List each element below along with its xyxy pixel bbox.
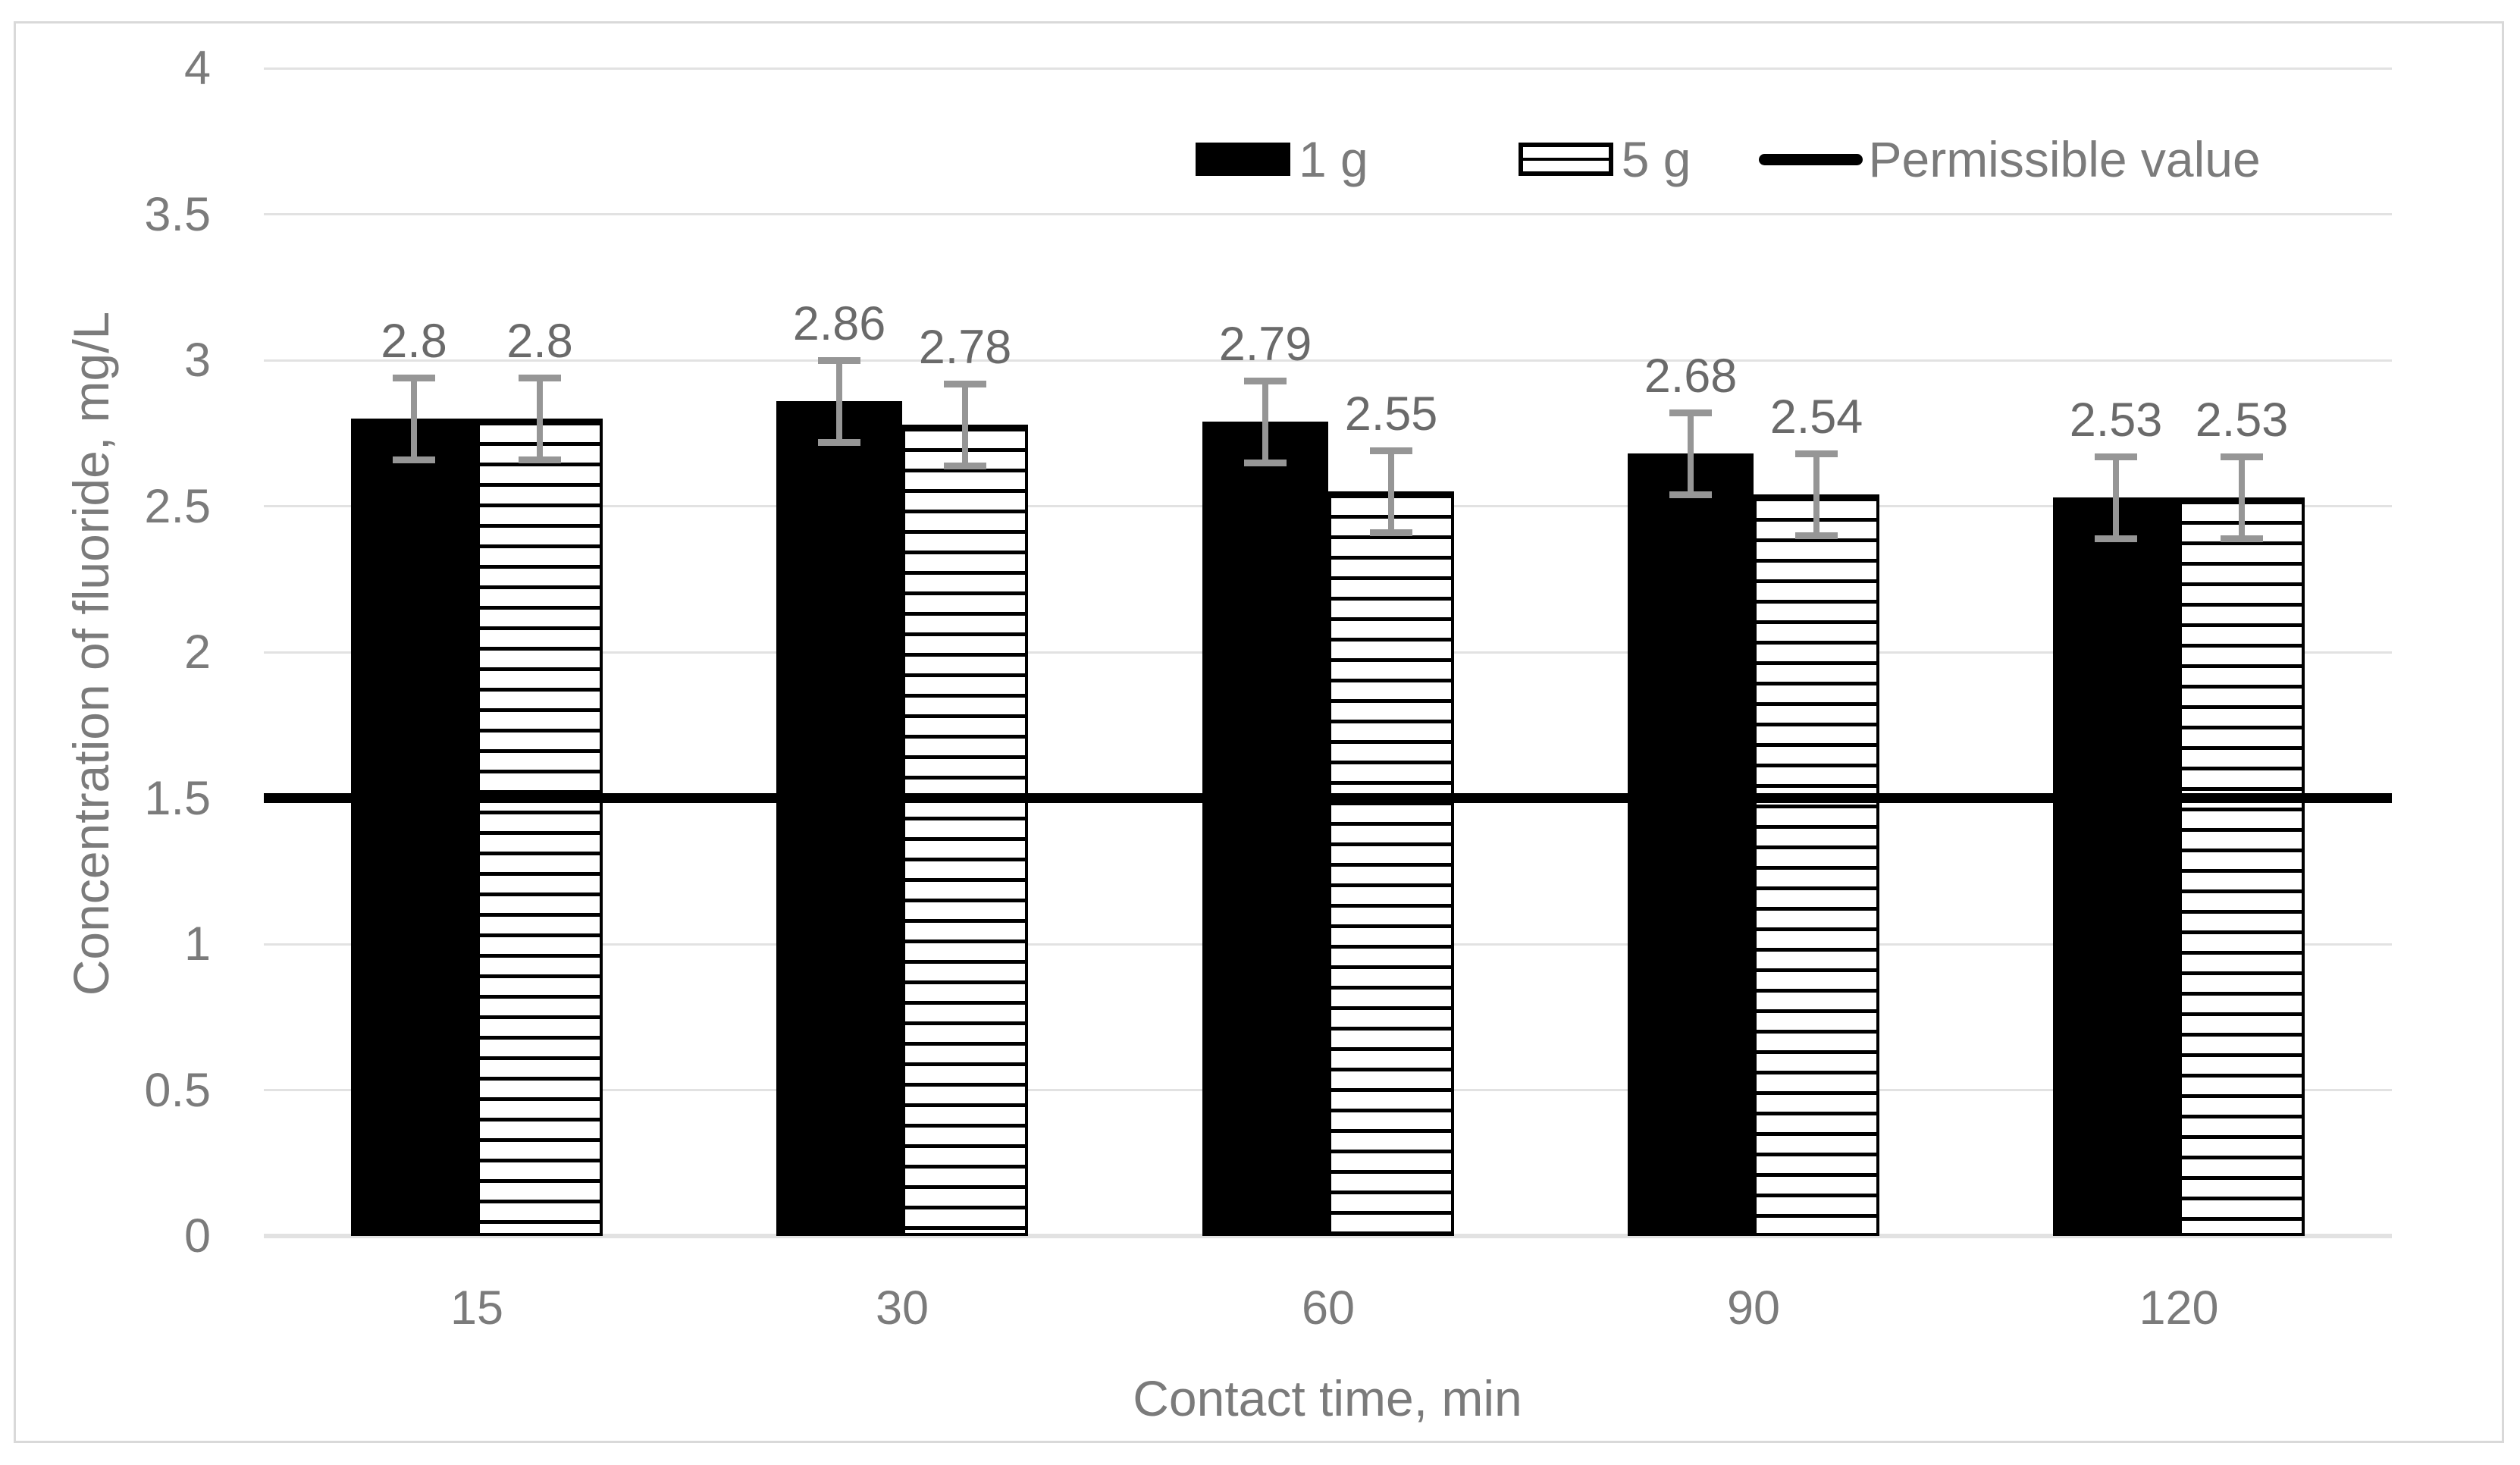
x-tick-label: 30 — [875, 1281, 929, 1335]
x-tick-label: 15 — [450, 1281, 504, 1335]
data-label: 2.8 — [381, 315, 447, 368]
data-label: 2.79 — [1218, 318, 1312, 371]
data-label: 2.53 — [2069, 394, 2163, 447]
y-tick-label: 1.5 — [144, 772, 211, 825]
bar-1g — [776, 401, 902, 1236]
data-label: 2.55 — [1344, 387, 1438, 441]
bar-5g — [1754, 494, 1879, 1236]
bar-1g — [1628, 453, 1754, 1236]
bar-1g — [2053, 497, 2179, 1236]
x-tick-label: 90 — [1726, 1281, 1781, 1335]
gridline — [264, 1234, 2392, 1238]
gridline — [264, 359, 2392, 362]
data-label: 2.54 — [1769, 391, 1863, 444]
y-axis-title: Concentration of fluoride, mg/L — [63, 311, 119, 996]
legend-item-permissible-value: Permissible value — [1758, 131, 2261, 187]
x-axis-title: Contact time, min — [1133, 1370, 1522, 1426]
legend-label-permissible-value: Permissible value — [1868, 131, 2261, 187]
data-label: 2.86 — [792, 297, 886, 350]
data-label: 2.68 — [1644, 350, 1738, 403]
y-tick-label: 2.5 — [144, 480, 211, 533]
x-tick-label: 60 — [1301, 1281, 1356, 1335]
bar-5g — [477, 419, 603, 1236]
legend-swatch-1g-icon — [1196, 143, 1290, 176]
data-label: 2.8 — [506, 315, 573, 368]
data-label: 2.53 — [2195, 394, 2289, 447]
bar-5g — [1328, 491, 1454, 1236]
gridline — [264, 67, 2392, 70]
x-tick-label: 120 — [2139, 1281, 2219, 1335]
gridline — [264, 213, 2392, 215]
bar-5g — [2179, 497, 2305, 1236]
y-tick-label: 0.5 — [144, 1064, 211, 1117]
legend-item-1g: 1 g — [1196, 131, 1368, 187]
legend: 1 g 5 g Permissible value — [1196, 131, 2261, 187]
bar-5g — [902, 425, 1028, 1236]
legend-item-5g: 5 g — [1518, 131, 1691, 187]
y-tick-label: 3 — [183, 334, 211, 387]
y-tick-label: 0 — [183, 1209, 211, 1263]
y-tick-label: 1 — [183, 918, 211, 971]
legend-permissible-line-icon — [1758, 153, 1863, 165]
bar-1g — [351, 419, 477, 1236]
y-tick-label: 4 — [183, 42, 211, 95]
data-label: 2.78 — [918, 321, 1012, 374]
legend-label-1g: 1 g — [1299, 131, 1368, 187]
permissible-value-line — [264, 793, 2392, 803]
bar-1g — [1202, 422, 1328, 1236]
legend-label-5g: 5 g — [1621, 131, 1691, 187]
y-tick-label: 2 — [183, 626, 211, 679]
y-tick-label: 3.5 — [144, 188, 211, 241]
legend-swatch-5g-icon — [1518, 143, 1613, 176]
